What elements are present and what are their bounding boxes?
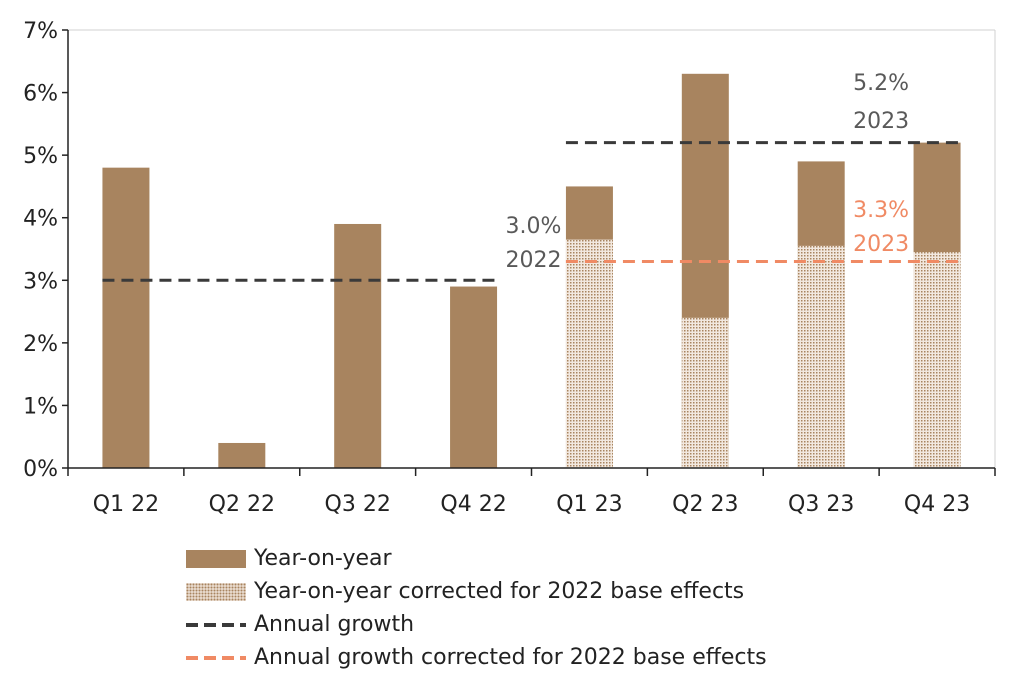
legend-label: Year-on-year <box>254 546 392 571</box>
y-tick-label: 2% <box>23 332 58 357</box>
x-tick-label: Q3 23 <box>788 492 854 517</box>
annotation-value: 5.2% <box>853 71 909 96</box>
x-tick-label: Q4 23 <box>904 492 970 517</box>
legend-label: Annual growth corrected for 2022 base ef… <box>254 645 767 670</box>
y-tick-label: 4% <box>23 207 58 232</box>
legend-item-annual-corrected: Annual growth corrected for 2022 base ef… <box>186 641 767 674</box>
bar-yoy-corrected <box>797 245 845 468</box>
x-tick-label: Q2 23 <box>672 492 738 517</box>
x-tick-label: Q1 22 <box>93 492 159 517</box>
bar-yoy-corrected <box>913 252 961 468</box>
x-tick-label: Q3 22 <box>325 492 391 517</box>
y-tick-label: 0% <box>23 457 58 482</box>
annotation-year: 2023 <box>853 109 909 134</box>
legend-swatch-solid <box>186 549 246 568</box>
legend-item-yoy-corrected: Year-on-year corrected for 2022 base eff… <box>186 575 767 608</box>
legend-label: Year-on-year corrected for 2022 base eff… <box>254 579 745 604</box>
annotation-value: 3.0% <box>506 214 562 239</box>
bar-yoy <box>450 286 498 468</box>
bar-yoy <box>334 223 382 468</box>
bar-yoy <box>218 442 266 468</box>
x-tick-label: Q4 22 <box>440 492 506 517</box>
x-tick-label: Q1 23 <box>556 492 622 517</box>
x-tick-label: Q2 22 <box>209 492 275 517</box>
bar-yoy-corrected <box>565 239 613 468</box>
legend-item-yoy: Year-on-year <box>186 542 767 575</box>
legend-label: Annual growth <box>254 612 415 637</box>
legend: Year-on-year Year-on-year corrected for … <box>186 542 767 674</box>
legend-swatch-dash-dark <box>186 622 246 627</box>
y-tick-label: 3% <box>23 269 58 294</box>
annotation-year: 2023 <box>853 232 909 257</box>
y-tick-label: 6% <box>23 82 58 107</box>
bar-yoy <box>102 167 150 468</box>
annotation-year: 2022 <box>506 248 562 273</box>
bar-yoy-corrected <box>681 317 729 468</box>
y-tick-label: 5% <box>23 144 58 169</box>
legend-swatch-dotted <box>186 582 246 601</box>
y-tick-label: 7% <box>23 19 58 44</box>
legend-item-annual: Annual growth <box>186 608 767 641</box>
annotation-value: 3.3% <box>853 198 909 223</box>
y-tick-label: 1% <box>23 394 58 419</box>
legend-swatch-dash-orange <box>186 655 246 660</box>
